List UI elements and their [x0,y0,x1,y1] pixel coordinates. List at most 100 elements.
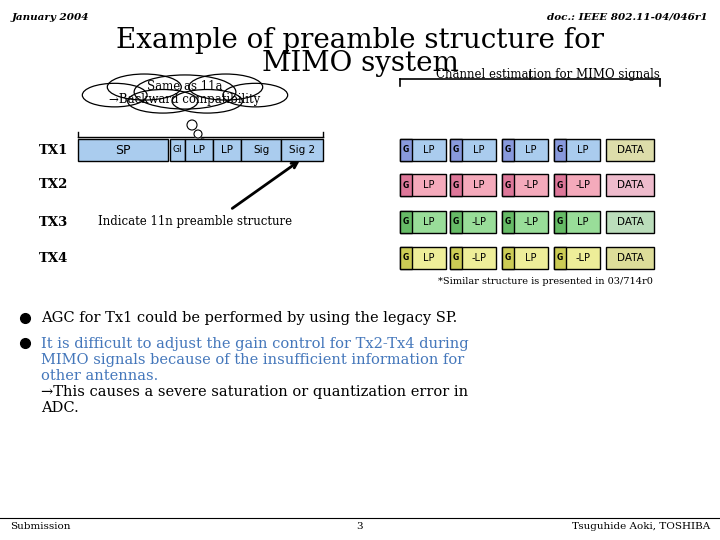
Text: LP: LP [526,145,536,155]
FancyBboxPatch shape [450,174,496,196]
Circle shape [200,139,206,145]
FancyBboxPatch shape [606,211,654,233]
Ellipse shape [134,75,236,109]
FancyBboxPatch shape [450,174,462,196]
Text: DATA: DATA [616,253,644,263]
FancyBboxPatch shape [450,139,496,161]
FancyBboxPatch shape [185,139,213,161]
Text: LP: LP [423,253,435,263]
Text: -LP: -LP [472,253,487,263]
Text: Tsuguhide Aoki, TOSHIBA: Tsuguhide Aoki, TOSHIBA [572,522,710,531]
FancyBboxPatch shape [554,174,600,196]
Text: It is difficult to adjust the gain control for Tx2-Tx4 during: It is difficult to adjust the gain contr… [41,337,469,351]
Text: G: G [403,218,409,226]
FancyBboxPatch shape [554,174,566,196]
FancyBboxPatch shape [400,247,446,269]
Text: LP: LP [526,253,536,263]
FancyBboxPatch shape [502,139,514,161]
Text: Example of preamble structure for: Example of preamble structure for [116,27,604,54]
Text: ADC.: ADC. [41,401,78,415]
Text: Submission: Submission [10,522,71,531]
Text: G: G [557,218,563,226]
Text: LP: LP [423,145,435,155]
FancyBboxPatch shape [502,174,514,196]
Text: AGC for Tx1 could be performed by using the legacy SP.: AGC for Tx1 could be performed by using … [41,311,457,325]
Text: *Similar structure is presented in 03/714r0: *Similar structure is presented in 03/71… [438,277,652,286]
FancyBboxPatch shape [450,139,462,161]
Circle shape [194,130,202,138]
Text: Sig 2: Sig 2 [289,145,315,155]
FancyBboxPatch shape [554,139,600,161]
Text: G: G [453,218,459,226]
Text: 3: 3 [356,522,364,531]
Text: DATA: DATA [616,180,644,190]
FancyBboxPatch shape [281,139,323,161]
Text: TX2: TX2 [39,179,68,192]
Text: TX1: TX1 [39,144,68,157]
FancyBboxPatch shape [502,211,514,233]
Text: -LP: -LP [575,253,590,263]
Text: GI: GI [173,145,182,154]
Text: SP: SP [115,144,131,157]
Text: MIMO signals because of the insufficient information for: MIMO signals because of the insufficient… [41,353,464,367]
Ellipse shape [82,83,147,107]
FancyBboxPatch shape [554,139,566,161]
Text: LP: LP [473,145,485,155]
Text: G: G [403,145,409,154]
FancyBboxPatch shape [554,211,600,233]
Text: other antennas.: other antennas. [41,369,158,383]
FancyBboxPatch shape [450,247,496,269]
Text: LP: LP [423,180,435,190]
FancyBboxPatch shape [400,211,446,233]
Ellipse shape [127,90,198,113]
Ellipse shape [223,83,288,107]
Text: LP: LP [221,145,233,155]
FancyBboxPatch shape [213,139,241,161]
Text: G: G [557,145,563,154]
Text: LP: LP [423,217,435,227]
Text: G: G [505,253,511,262]
FancyBboxPatch shape [170,139,185,161]
Text: -LP: -LP [575,180,590,190]
Text: DATA: DATA [616,217,644,227]
Text: TX3: TX3 [39,215,68,228]
FancyBboxPatch shape [400,247,412,269]
FancyBboxPatch shape [450,211,462,233]
Ellipse shape [189,74,263,100]
Text: LP: LP [577,217,589,227]
Text: →Backward compatibility: →Backward compatibility [109,93,261,106]
Text: TX4: TX4 [39,252,68,265]
Text: -LP: -LP [523,217,539,227]
FancyBboxPatch shape [606,139,654,161]
Ellipse shape [172,90,243,113]
FancyBboxPatch shape [78,139,168,161]
Text: -LP: -LP [523,180,539,190]
FancyBboxPatch shape [450,211,496,233]
Text: G: G [505,218,511,226]
Text: LP: LP [577,145,589,155]
Ellipse shape [107,74,181,100]
Text: G: G [453,180,459,190]
FancyBboxPatch shape [502,211,548,233]
FancyBboxPatch shape [450,247,462,269]
FancyBboxPatch shape [241,139,281,161]
Text: G: G [453,145,459,154]
Text: G: G [505,180,511,190]
Text: →This causes a severe saturation or quantization error in: →This causes a severe saturation or quan… [41,385,468,399]
Text: MIMO system: MIMO system [261,50,459,77]
FancyBboxPatch shape [502,174,548,196]
Text: DATA: DATA [616,145,644,155]
FancyBboxPatch shape [606,174,654,196]
FancyBboxPatch shape [554,247,566,269]
FancyBboxPatch shape [400,139,446,161]
Text: Sig: Sig [253,145,269,155]
Text: G: G [403,253,409,262]
Text: Same as 11a: Same as 11a [148,79,222,92]
FancyBboxPatch shape [400,174,446,196]
Text: G: G [557,253,563,262]
Text: January 2004: January 2004 [12,13,89,22]
FancyBboxPatch shape [502,247,514,269]
Text: G: G [557,180,563,190]
Text: -LP: -LP [472,217,487,227]
FancyBboxPatch shape [554,247,600,269]
